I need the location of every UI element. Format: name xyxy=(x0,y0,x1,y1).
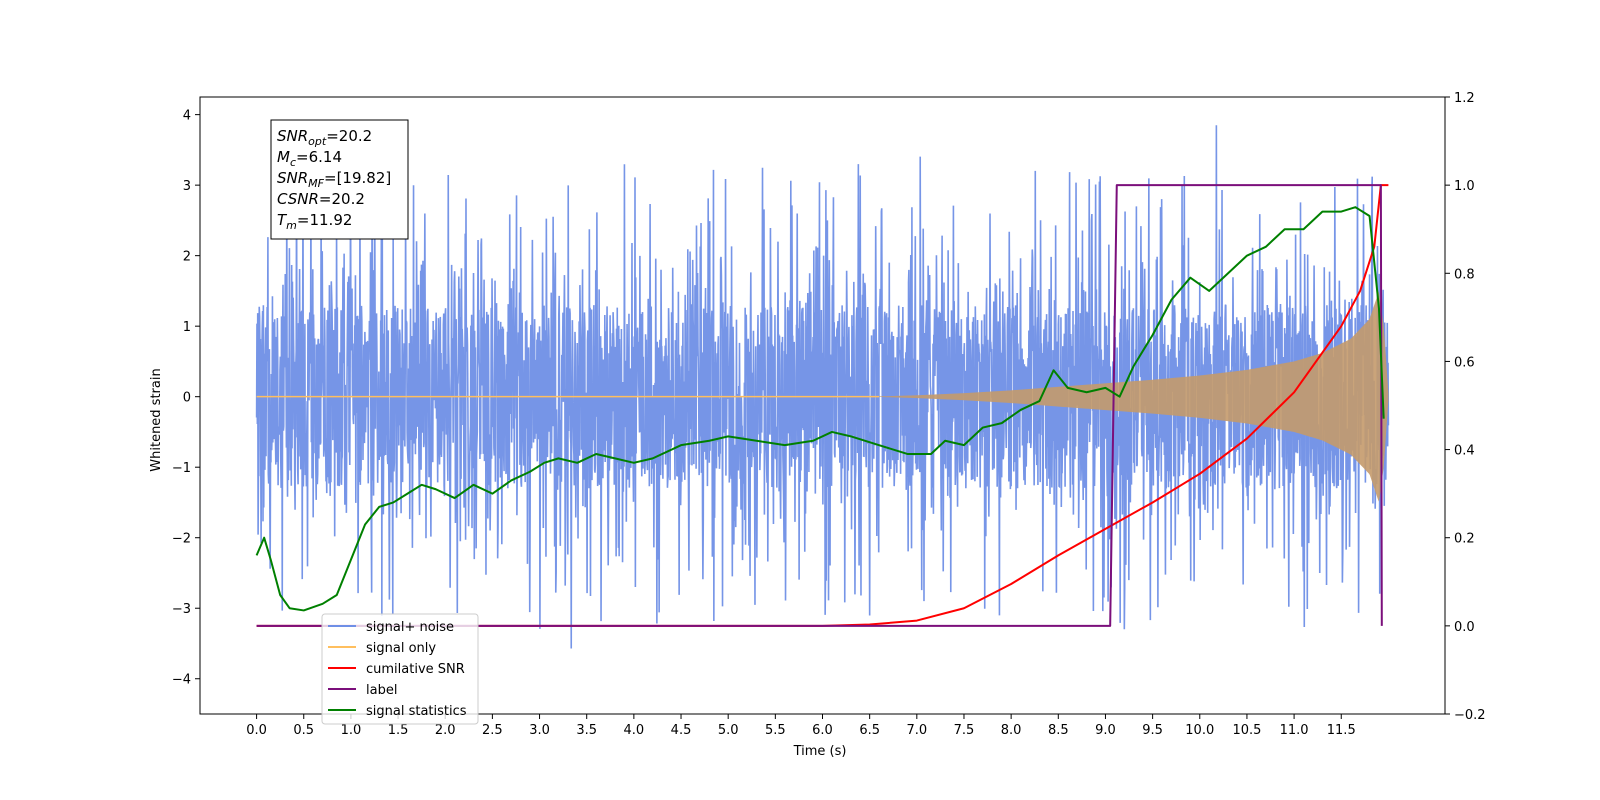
y-tick-label: −1 xyxy=(172,461,191,476)
annotation-line: SNRopt=20.2 xyxy=(277,127,372,148)
series-line-signal-noise xyxy=(255,125,1390,649)
y2-tick-label: 1.0 xyxy=(1454,179,1475,194)
x-tick-label: 4.0 xyxy=(624,723,645,738)
annotation-line: Mc=6.14 xyxy=(277,148,342,169)
x-tick-label: 4.5 xyxy=(671,723,692,738)
series-line-2 xyxy=(256,184,1389,627)
y2-tick-label: 0.0 xyxy=(1454,620,1475,635)
x-tick-label: 2.5 xyxy=(482,723,503,738)
x-tick-label: 3.0 xyxy=(529,723,550,738)
y-axis-right: 1.2 1.0 0.8 0.6 0.4 0.2 0.0 −0.2 xyxy=(1445,91,1486,723)
x-tick-label: 9.0 xyxy=(1095,723,1116,738)
legend-entry: signal statistics xyxy=(366,704,467,719)
x-tick-label: 7.0 xyxy=(906,723,927,738)
x-axis: 0.0 0.5 1.0 1.5 2.0 2.5 3.0 3.5 4.0 4.5 5.0 5.5 6.0 6… xyxy=(246,714,1356,738)
x-tick-label: 6.5 xyxy=(859,723,880,738)
stats-annotation-box: SNRopt=20.2Mc=6.14SNRMF=[19.82]CSNR=20.2… xyxy=(270,119,409,240)
x-tick-label: 5.0 xyxy=(718,723,739,738)
x-tick-label: 7.5 xyxy=(954,723,975,738)
y2-tick-label: 0.6 xyxy=(1454,355,1475,370)
legend-entry: cumilative SNR xyxy=(366,662,465,677)
y-tick-label: 1 xyxy=(183,320,191,335)
y-tick-label: 2 xyxy=(183,250,191,265)
x-axis-label: Time (s) xyxy=(793,744,847,759)
legend-entry: signal+ noise xyxy=(366,620,454,635)
x-tick-label: 6.0 xyxy=(812,723,833,738)
y-axis-left: 4 3 2 1 0 −1 −2 −3 −4 xyxy=(172,109,200,688)
annotation-box-frame xyxy=(270,119,409,240)
legend-frame xyxy=(321,613,479,725)
x-tick-label: 1.0 xyxy=(341,723,362,738)
y-tick-label: 3 xyxy=(183,179,191,194)
signal-only-layer xyxy=(256,291,1389,502)
y2-tick-label: 1.2 xyxy=(1454,91,1475,106)
x-tick-label: 8.0 xyxy=(1001,723,1022,738)
series-band-signal-only xyxy=(256,291,1389,502)
signal-noise-layer xyxy=(255,125,1390,649)
y-axis-label: Whitened strain xyxy=(149,368,164,471)
y-tick-label: 4 xyxy=(183,109,191,124)
x-tick-label: 9.5 xyxy=(1142,723,1163,738)
x-tick-label: 3.5 xyxy=(576,723,597,738)
y-tick-label: 0 xyxy=(183,391,191,406)
x-tick-label: 1.5 xyxy=(388,723,409,738)
legend: signal+ noise signal only cumilative SNR la… xyxy=(321,613,479,725)
series-line-3 xyxy=(256,184,1383,627)
legend-entry: signal only xyxy=(366,641,436,656)
y2-tick-label: 0.4 xyxy=(1454,444,1475,459)
annotation-line: CSNR=20.2 xyxy=(277,190,365,208)
x-tick-label: 2.0 xyxy=(435,723,456,738)
y-tick-label: −3 xyxy=(172,602,191,617)
annotation-line: SNRMF=[19.82] xyxy=(277,169,391,190)
x-tick-label: 0.5 xyxy=(293,723,314,738)
legend-entry: label xyxy=(366,683,397,698)
x-tick-label: 8.5 xyxy=(1048,723,1069,738)
x-tick-label: 0.0 xyxy=(246,723,267,738)
y2-tick-label: −0.2 xyxy=(1454,708,1486,723)
x-tick-label: 11.5 xyxy=(1327,723,1356,738)
x-tick-label: 5.5 xyxy=(765,723,786,738)
series-line-4 xyxy=(255,206,1385,612)
x-tick-label: 11.0 xyxy=(1280,723,1309,738)
y2-tick-label: 0.2 xyxy=(1454,532,1475,547)
series-lines-layer xyxy=(255,184,1389,627)
y2-tick-label: 0.8 xyxy=(1454,267,1475,282)
y-tick-label: −4 xyxy=(172,673,191,688)
y-tick-label: −2 xyxy=(172,532,191,547)
annotation-line: Tm=11.92 xyxy=(277,211,352,232)
x-tick-label: 10.5 xyxy=(1232,723,1261,738)
x-tick-label: 10.0 xyxy=(1185,723,1214,738)
